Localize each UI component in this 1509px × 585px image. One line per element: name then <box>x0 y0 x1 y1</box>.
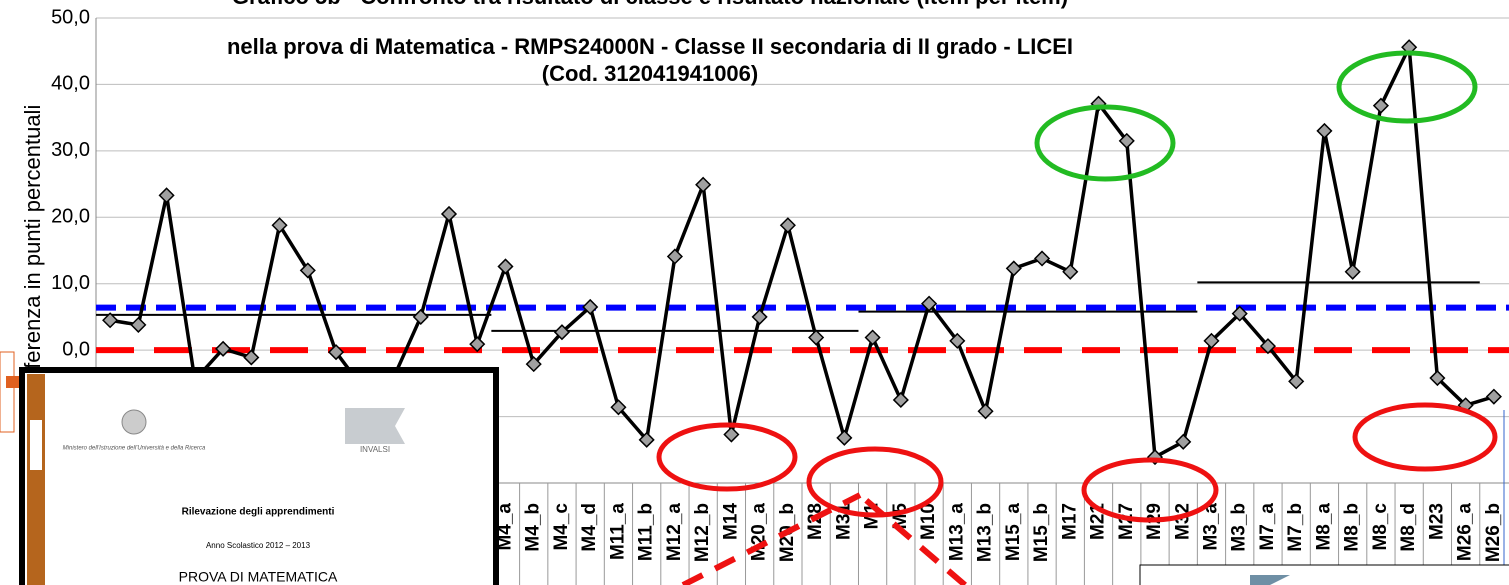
y-axis-label: Differenza in punti percentuali <box>20 105 45 396</box>
x-tick-label: M7_a <box>1257 503 1278 551</box>
x-tick-label: M8_c <box>1370 503 1391 551</box>
x-tick-label: M8_a <box>1313 503 1334 551</box>
x-tick-label: M13_b <box>975 503 996 562</box>
x-tick-label: M4_d <box>579 503 600 552</box>
x-tick-label: M26_b <box>1483 503 1504 562</box>
document-strip <box>27 374 45 585</box>
x-tick-label: M11_b <box>636 503 657 561</box>
x-tick-label: M7_b <box>1285 503 1306 552</box>
y-tick-label: 40,0 <box>51 73 90 95</box>
x-tick-label: M11_a <box>607 503 628 560</box>
document-strip-label <box>30 420 42 470</box>
x-tick-label: M26_a <box>1455 503 1476 562</box>
x-tick-label: M8_b <box>1342 503 1363 552</box>
x-tick-label: M23 <box>1426 503 1447 540</box>
y-tick-label: 30,0 <box>51 139 90 161</box>
x-tick-label: M4_c <box>551 503 572 551</box>
document-frame <box>22 370 496 585</box>
x-tick-label: M13_a <box>946 503 967 562</box>
x-tick-label: M4_b <box>523 503 544 552</box>
x-tick-label: M28 <box>805 503 826 540</box>
y-tick-label: 20,0 <box>51 206 90 228</box>
y-tick-label: 0,0 <box>62 338 90 360</box>
document-overlay: Ministero dell'Istruzione dell'Universit… <box>22 370 496 585</box>
x-tick-label: M10 <box>918 503 939 540</box>
ministry: Ministero dell'Istruzione dell'Universit… <box>63 446 206 452</box>
x-tick-label: M12_b <box>692 503 713 562</box>
institute: INVALSI <box>360 445 390 454</box>
x-tick-label: M15_a <box>1003 503 1024 562</box>
x-tick-label: M32 <box>1172 503 1193 540</box>
emblem <box>122 410 146 434</box>
y-tick-label: 50,0 <box>51 6 90 28</box>
x-tick-label: M17 <box>1059 503 1080 540</box>
year: Anno Scolastico 2012 – 2013 <box>206 541 311 550</box>
corner-overlay <box>1140 565 1509 585</box>
x-tick-label: M8_d <box>1398 503 1419 552</box>
title-line: Grafico 5b - Confronto tra risultato di … <box>232 0 1068 9</box>
x-tick-label: M12_a <box>664 503 685 562</box>
corner-frame <box>1140 565 1509 585</box>
y-tick-label: 10,0 <box>51 272 90 294</box>
title-line: nella prova di Matematica - RMPS24000N -… <box>227 34 1073 59</box>
chart: -20,0-10,00,010,020,030,040,050,0M4_aM4_… <box>0 0 1509 585</box>
x-tick-label: M15_b <box>1031 503 1052 562</box>
test: PROVA DI MATEMATICA <box>179 569 338 585</box>
title-line: (Cod. 312041941006) <box>542 61 758 86</box>
x-tick-label: M14 <box>720 503 741 540</box>
x-tick-label: M3_b <box>1229 503 1250 552</box>
side-marker <box>6 376 20 388</box>
heading: Rilevazione degli apprendimenti <box>182 507 335 518</box>
